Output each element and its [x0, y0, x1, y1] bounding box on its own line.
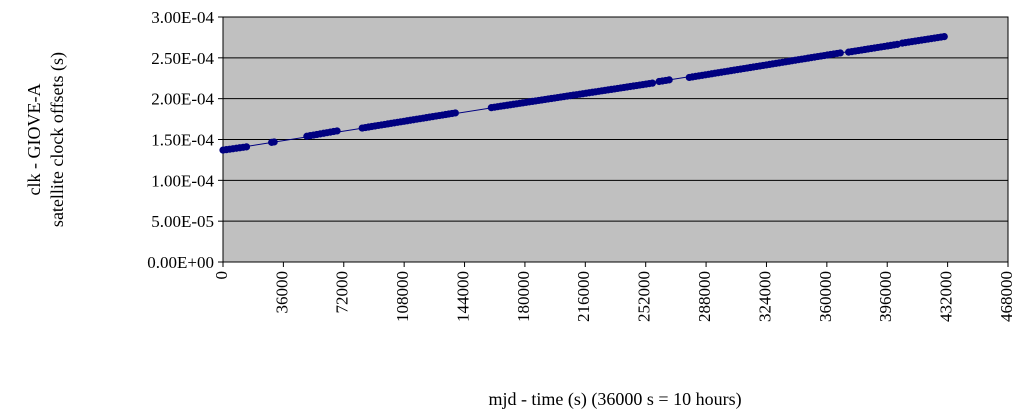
x-tick-label: 468000 — [997, 271, 1016, 322]
y-axis-title-line-2: satellite clock offsets (s) — [47, 52, 68, 227]
x-tick-label: 216000 — [574, 271, 593, 322]
y-axis-title-line-1: clk - GIOVE-A — [24, 84, 44, 196]
data-point — [333, 127, 341, 135]
x-tick-label: 0 — [212, 271, 231, 280]
x-tick-label: 288000 — [695, 271, 714, 322]
x-tick-label: 432000 — [937, 271, 956, 322]
x-tick-label: 360000 — [816, 271, 835, 322]
y-tick-label: 5.00E-05 — [151, 212, 214, 231]
gridlines — [223, 57, 1008, 222]
data-point — [836, 49, 844, 57]
x-axis-title: mjd - time (s) (36000 s = 10 hours) — [488, 389, 741, 410]
x-tick-label: 36000 — [272, 271, 291, 314]
x-tick-label: 396000 — [876, 271, 895, 322]
data-points — [219, 33, 948, 154]
x-tick-label: 144000 — [453, 271, 472, 322]
x-tick-label: 252000 — [635, 271, 654, 322]
data-point — [451, 109, 459, 117]
data-point — [648, 79, 657, 87]
y-axis-ticks: 0.00E+00 5.00E-05 1.00E-04 1.50E-04 2.00E-04… — [147, 8, 223, 272]
x-tick-label: 72000 — [333, 271, 352, 314]
y-tick-label: 1.50E-04 — [151, 131, 214, 150]
x-tick-label: 108000 — [393, 271, 412, 322]
x-axis-ticks: 0 36000 72000 108000 144000 180000 216000 25200… — [212, 262, 1016, 322]
y-tick-label: 3.00E-04 — [151, 8, 214, 27]
data-point — [940, 33, 948, 41]
x-tick-label: 324000 — [755, 271, 774, 322]
data-point — [242, 143, 251, 151]
y-tick-label: 1.00E-04 — [151, 171, 214, 190]
y-tick-label: 0.00E+00 — [147, 253, 214, 272]
x-tick-label: 180000 — [514, 271, 533, 322]
y-tick-label: 2.00E-04 — [151, 90, 214, 109]
y-tick-label: 2.50E-04 — [151, 49, 214, 68]
data-point — [665, 76, 673, 84]
data-point — [270, 138, 278, 146]
